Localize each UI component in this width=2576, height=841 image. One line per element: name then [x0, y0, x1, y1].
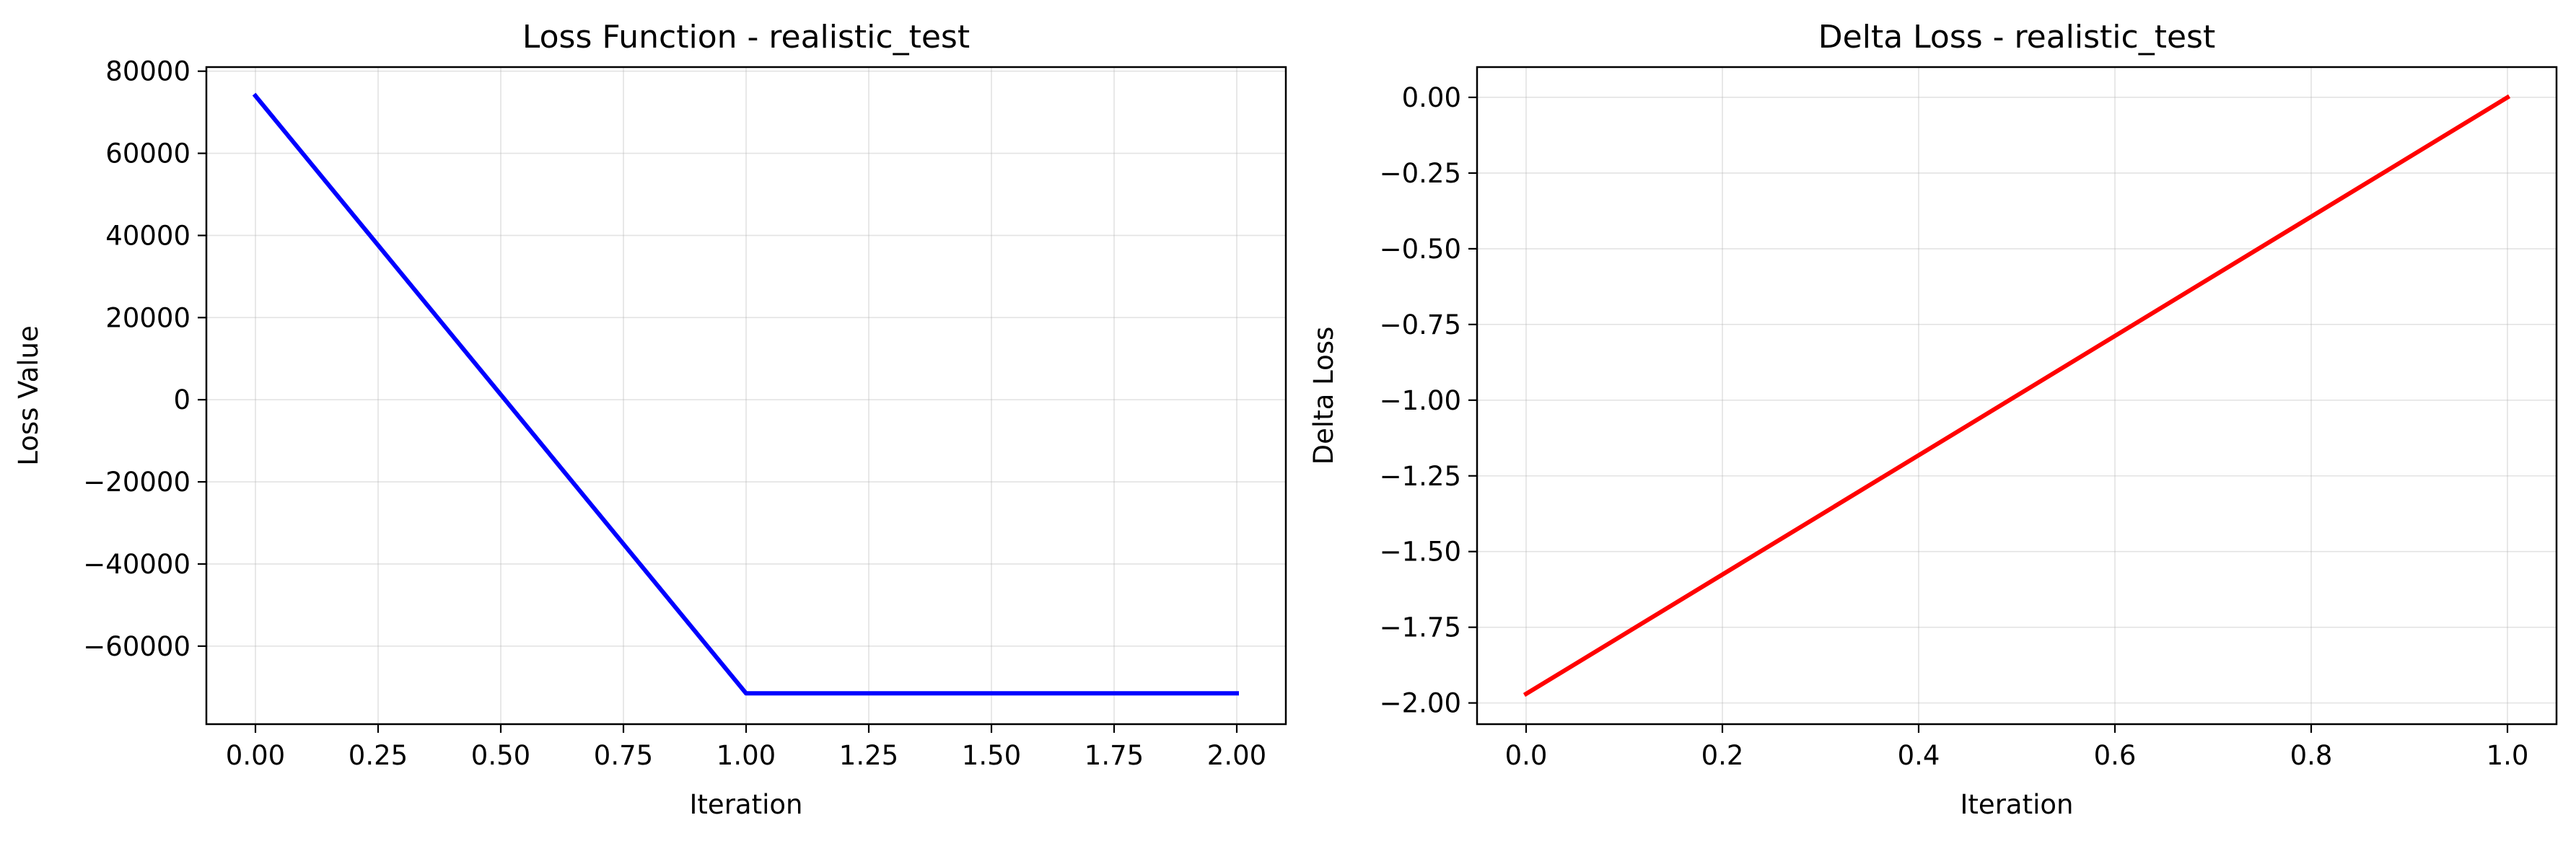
loss-x-tick-label-4: 1.00	[717, 740, 776, 771]
delta-x-tick-label-5: 1.0	[2487, 740, 2529, 771]
delta-x-tick-label-0: 0.0	[1505, 740, 1548, 771]
loss-chart-title: Loss Function - realistic_test	[522, 19, 970, 56]
loss-y-tick-label-1: −40000	[83, 549, 190, 580]
loss-y-tick-label-2: −20000	[83, 467, 190, 498]
loss-x-tick-label-2: 0.50	[471, 740, 530, 771]
loss-x-tick-label-7: 1.75	[1085, 740, 1144, 771]
delta-x-tick-label-1: 0.2	[1701, 740, 1744, 771]
delta-x-tick-label-4: 0.8	[2290, 740, 2333, 771]
loss-x-tick-label-5: 1.25	[839, 740, 898, 771]
delta-x-tick-label-2: 0.4	[1898, 740, 1940, 771]
chart-panel-delta: 0.0 0.2 0.4 0.6 0.8 1.0 −2.00 −1.75 −1.50 −1.25 −1…	[1308, 19, 2558, 820]
loss-y-tick-label-7: 80000	[105, 56, 190, 87]
delta-plot-frame	[1476, 66, 2558, 726]
loss-x-tick-label-0: 0.00	[226, 740, 285, 771]
loss-x-tick-label-3: 0.75	[594, 740, 653, 771]
loss-x-tick-label-6: 1.50	[962, 740, 1021, 771]
loss-y-axis-label: Loss Value	[13, 325, 44, 466]
delta-y-tick-label-3: −1.25	[1380, 461, 1461, 492]
delta-series-line-0	[1523, 94, 2511, 697]
loss-y-tick-label-3: 0	[173, 384, 190, 415]
delta-y-tick-label-0: −2.00	[1380, 688, 1461, 719]
loss-x-tick-label-8: 2.00	[1207, 740, 1266, 771]
chart-panel-loss: 0.00 0.25 0.50 0.75 1.00 1.25 1.50 1.75 2.00 −600…	[13, 19, 1287, 820]
loss-y-tick-label-5: 40000	[105, 220, 190, 251]
loss-y-tick-label-6: 60000	[105, 138, 190, 169]
delta-y-tick-label-6: −0.50	[1380, 234, 1461, 265]
loss-x-tick-label-1: 0.25	[349, 740, 408, 771]
delta-y-tick-label-1: −1.75	[1380, 612, 1461, 643]
delta-y-tick-label-2: −1.50	[1380, 537, 1461, 568]
loss-y-tick-label-4: 20000	[105, 302, 190, 333]
delta-y-tick-label-8: 0.00	[1402, 82, 1461, 113]
delta-y-tick-label-5: −0.75	[1380, 309, 1461, 340]
loss-x-axis-label: Iteration	[690, 789, 803, 820]
delta-y-tick-label-7: −0.25	[1380, 158, 1461, 189]
delta-chart-title: Delta Loss - realistic_test	[1818, 19, 2215, 56]
delta-y-axis-label: Delta Loss	[1308, 327, 1339, 465]
delta-y-tick-label-4: −1.00	[1380, 385, 1461, 416]
delta-x-tick-label-3: 0.6	[2094, 740, 2137, 771]
loss-series-line-0	[252, 92, 1239, 696]
loss-y-tick-label-0: −60000	[83, 631, 190, 662]
delta-x-axis-label: Iteration	[1961, 789, 2074, 820]
